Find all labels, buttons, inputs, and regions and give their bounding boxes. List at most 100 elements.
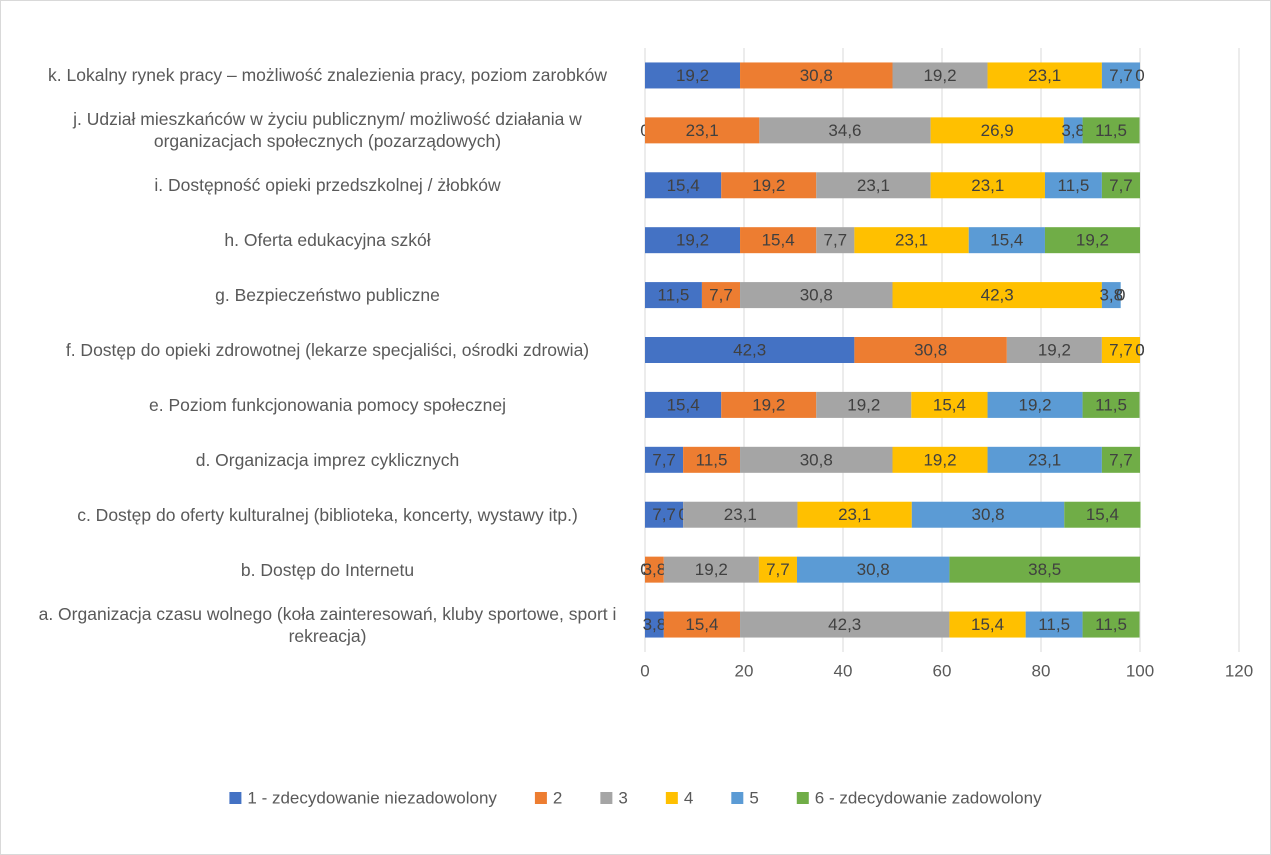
- value-label: 23,1: [971, 176, 1004, 195]
- bar-segment: [892, 446, 988, 473]
- bar-segment: [645, 337, 855, 363]
- value-label: 30,8: [800, 66, 833, 85]
- bar-segment: [968, 227, 1045, 254]
- value-label: 15,4: [933, 395, 966, 414]
- bar-segment: [663, 611, 741, 638]
- value-label: 15,4: [1086, 505, 1119, 524]
- bar-segment: [1064, 501, 1141, 528]
- bar-segment: [854, 227, 969, 254]
- bar-segment: [740, 611, 950, 638]
- value-label: 7,7: [1109, 66, 1133, 85]
- bar-segment: [645, 62, 741, 89]
- value-label: 7,7: [824, 231, 848, 250]
- value-label: 23,1: [724, 505, 757, 524]
- bar-segment: [796, 556, 950, 583]
- value-label: 7,7: [1109, 450, 1133, 469]
- value-label: 23,1: [686, 121, 719, 140]
- category-label: h. Oferta edukacyjna szkół: [224, 230, 431, 251]
- legend-swatch: [731, 792, 744, 804]
- category-label: j. Udział mieszkańców w życiu publicznym…: [73, 109, 582, 152]
- bar-segment: [645, 227, 741, 254]
- bar-segment: [1025, 611, 1083, 638]
- bar-segment: [758, 556, 797, 583]
- bar-segment: [645, 501, 684, 528]
- x-tick-label: 0: [640, 661, 649, 680]
- bar-segment: [949, 556, 1140, 583]
- bar-segment: [645, 446, 684, 473]
- bar-segment: [1044, 227, 1140, 254]
- bar-segment: [987, 446, 1102, 473]
- bar-segment: [1101, 337, 1140, 363]
- value-label: 19,2: [1038, 340, 1071, 359]
- bar-segment: [854, 337, 1007, 363]
- legend-label: 2: [553, 788, 562, 807]
- legend-swatch: [796, 792, 809, 804]
- bar-segment: [797, 501, 912, 528]
- bar-segment: [816, 391, 912, 418]
- category-label: i. Dostępność opieki przedszkolnej / żło…: [154, 175, 501, 196]
- x-tick-label: 60: [933, 661, 952, 680]
- legend-label: 3: [618, 788, 627, 807]
- legend-swatch: [229, 792, 242, 804]
- value-label: 19,2: [752, 395, 785, 414]
- value-label: 15,4: [667, 395, 700, 414]
- value-label: 0: [1135, 340, 1144, 359]
- value-label: 0: [1135, 66, 1144, 85]
- value-label: 30,8: [971, 505, 1004, 524]
- bar-segment: [645, 391, 722, 418]
- x-tick-label: 80: [1032, 661, 1051, 680]
- bar-segment: [701, 282, 741, 309]
- value-label: 30,8: [857, 560, 890, 579]
- value-label: 0: [1135, 340, 1144, 359]
- value-label: 3,8: [643, 615, 667, 634]
- value-label: 23,1: [895, 231, 928, 250]
- bar-segment: [949, 611, 1026, 638]
- value-label: 15,4: [762, 231, 795, 250]
- value-label: 7,7: [766, 560, 790, 579]
- bar-segment: [683, 446, 741, 473]
- bar-segment: [663, 556, 759, 583]
- x-tick-label: 100: [1126, 661, 1154, 680]
- value-label: 42,3: [733, 340, 766, 359]
- bar-segment: [683, 501, 798, 528]
- category-label: c. Dostęp do oferty kulturalnej (bibliot…: [77, 504, 578, 525]
- bar-segment: [987, 391, 1083, 418]
- bar-segment: [1082, 611, 1140, 638]
- legend-swatch: [534, 792, 547, 804]
- value-label: 19,2: [847, 395, 880, 414]
- category-label: b. Dostęp do Internetu: [240, 559, 415, 580]
- value-label: 11,5: [658, 286, 690, 305]
- value-label: 23,1: [1028, 66, 1061, 85]
- value-label: 11,5: [1038, 615, 1070, 634]
- bar-segment: [1082, 391, 1140, 418]
- bar-segment: [1006, 337, 1102, 363]
- value-label: 26,9: [981, 121, 1014, 140]
- category-label: d. Organizacja imprez cyklicznych: [195, 449, 460, 470]
- value-label: 23,1: [857, 176, 890, 195]
- value-label: 19,2: [1019, 395, 1052, 414]
- bar-segment: [892, 62, 988, 89]
- bar-segment: [740, 446, 893, 473]
- value-label: 3,8: [1099, 286, 1123, 305]
- bar-segment: [1082, 117, 1140, 144]
- value-label: 3,8: [643, 560, 667, 579]
- bar-segment: [930, 117, 1064, 144]
- x-tick-label: 40: [834, 661, 853, 680]
- bar-segment: [740, 282, 893, 309]
- value-label: 19,2: [752, 176, 785, 195]
- value-label: 19,2: [923, 450, 956, 469]
- bar-segment: [645, 117, 760, 144]
- value-label: 7,7: [709, 286, 733, 305]
- bar-segment: [645, 282, 702, 309]
- value-label: 7,7: [652, 450, 676, 469]
- value-label: 34,6: [828, 121, 861, 140]
- value-label: 19,2: [923, 66, 956, 85]
- value-label: 42,3: [981, 286, 1014, 305]
- bar-segment: [740, 227, 817, 254]
- category-label: g. Bezpieczeństwo publiczne: [215, 285, 440, 306]
- value-label: 19,2: [676, 231, 709, 250]
- value-label: 15,4: [990, 231, 1023, 250]
- value-label: 42,3: [828, 615, 861, 634]
- value-label: 11,5: [1095, 615, 1127, 634]
